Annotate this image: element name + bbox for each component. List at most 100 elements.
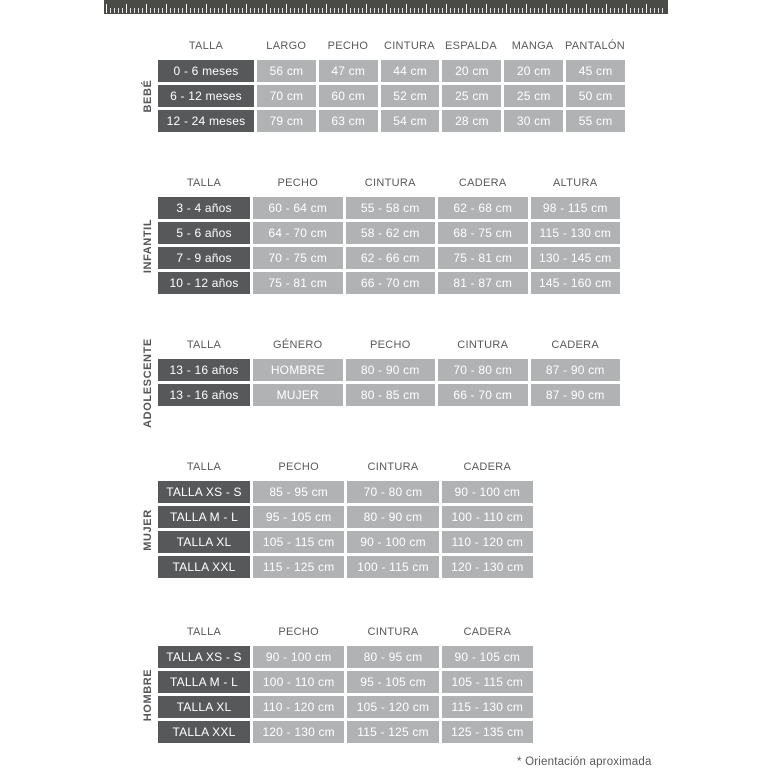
measurement-cell: 28 cm xyxy=(442,110,502,132)
column-header-cadera: CADERA xyxy=(463,461,512,473)
measurement-cell: 20 cm xyxy=(504,60,564,82)
measurement-cell: 64 - 70 cm xyxy=(253,222,343,244)
row-label-cell: 10 - 12 años xyxy=(158,272,250,294)
column-header-genero: GÉNERO xyxy=(273,339,323,351)
measurement-cell: 115 - 125 cm xyxy=(253,556,345,578)
measurement-cell: 70 - 80 cm xyxy=(347,481,439,503)
measurement-cell: 110 - 120 cm xyxy=(441,531,533,553)
footnote: * Orientación aproximada xyxy=(517,756,652,768)
group-label-bebe: BEBÉ xyxy=(142,79,154,113)
column-header-cintura: CINTURA xyxy=(367,626,419,638)
column-header-cadera: CADERA xyxy=(458,177,507,189)
column-header-talla: TALLA xyxy=(186,339,222,351)
measurement-cell: 70 - 80 cm xyxy=(438,359,528,381)
measurement-cell: 45 cm xyxy=(566,60,625,82)
table-header-row: TALLA PECHO CINTURA CADERA xyxy=(158,458,533,476)
measurement-cell: 115 - 130 cm xyxy=(530,222,620,244)
measurement-cell: 90 - 100 cm xyxy=(347,531,439,553)
column-header-altura: ALTURA xyxy=(553,177,598,189)
row-label-cell: TALLA XS - S xyxy=(158,646,250,668)
column-header-talla: TALLA xyxy=(186,177,222,189)
measurement-cell: 87 - 90 cm xyxy=(530,359,620,381)
measurement-cell: 30 cm xyxy=(504,110,564,132)
measurement-cell: 70 - 75 cm xyxy=(253,247,343,269)
measurement-cell: 90 - 100 cm xyxy=(441,481,533,503)
measurement-cell: 80 - 90 cm xyxy=(347,506,439,528)
column-header-pecho: PECHO xyxy=(278,626,319,638)
column-header-manga: MANGA xyxy=(511,40,554,52)
measurement-cell: 50 cm xyxy=(566,85,625,107)
measurement-cell: 80 - 90 cm xyxy=(345,359,435,381)
measurement-cell: 55 - 58 cm xyxy=(345,197,435,219)
measurement-cell: 105 - 115 cm xyxy=(253,531,345,553)
row-label-cell: TALLA XXL xyxy=(158,721,250,743)
measurement-cell: 85 - 95 cm xyxy=(253,481,345,503)
measurement-cell: 20 cm xyxy=(442,60,502,82)
column-header-largo: LARGO xyxy=(266,40,307,52)
row-label-cell: 13 - 16 años xyxy=(158,384,250,406)
table-body: 13 - 16 años HOMBRE 80 - 90 cm 70 - 80 cm 87… xyxy=(158,359,620,406)
row-label-cell: TALLA M - L xyxy=(158,671,250,693)
measurement-cell: 100 - 110 cm xyxy=(253,671,345,693)
measuring-tape-ruler-icon xyxy=(104,0,668,14)
column-header-pecho: PECHO xyxy=(369,339,411,351)
table-body: TALLA XS - S 85 - 95 cm 70 - 80 cm 90 - 100… xyxy=(158,481,533,578)
column-header-pecho: PECHO xyxy=(327,40,369,52)
measurement-cell: 62 - 68 cm xyxy=(438,197,528,219)
measurement-cell: 130 - 145 cm xyxy=(530,247,620,269)
group-label-infantil: INFANTIL xyxy=(142,218,154,273)
table-body: 0 - 6 meses 56 cm 47 cm 44 cm 20 cm 20 cm 45 c… xyxy=(158,60,625,132)
column-header-talla: TALLA xyxy=(186,461,222,473)
measurement-cell: 110 - 120 cm xyxy=(253,696,345,718)
measurement-cell: 105 - 115 cm xyxy=(441,671,533,693)
column-header-pecho: PECHO xyxy=(277,177,319,189)
measurement-cell: 80 - 85 cm xyxy=(345,384,435,406)
column-header-pantalon: PANTALÓN xyxy=(564,40,625,52)
measurement-cell: 54 cm xyxy=(380,110,440,132)
measurement-cell: 25 cm xyxy=(442,85,502,107)
measurement-cell: 66 - 70 cm xyxy=(438,384,528,406)
measurement-cell: 60 - 64 cm xyxy=(253,197,343,219)
measurement-cell: 95 - 105 cm xyxy=(347,671,439,693)
column-header-espalda: ESPALDA xyxy=(445,40,498,52)
measurement-cell: 120 - 130 cm xyxy=(441,556,533,578)
measurement-cell: HOMBRE xyxy=(253,359,343,381)
column-header-pecho: PECHO xyxy=(278,461,319,473)
measurement-cell: 75 - 81 cm xyxy=(253,272,343,294)
size-table-adolescente: ADOLESCENTE TALLA GÉNERO PECHO CINTURA CADERA… xyxy=(142,336,620,427)
size-table-bebe: BEBÉ TALLA LARGO PECHO CINTURA ESPALDA MANGA PA… xyxy=(142,37,625,132)
measurement-cell: 68 - 75 cm xyxy=(438,222,528,244)
table-header-row: TALLA PECHO CINTURA CADERA ALTURA xyxy=(158,174,620,192)
measurement-cell: 58 - 62 cm xyxy=(345,222,435,244)
column-header-cadera: CADERA xyxy=(463,626,512,638)
column-header-cintura: CINTURA xyxy=(457,339,509,351)
measurement-cell: 62 - 66 cm xyxy=(345,247,435,269)
measurement-cell: MUJER xyxy=(253,384,343,406)
column-header-talla: TALLA xyxy=(188,40,224,52)
column-header-cadera: CADERA xyxy=(551,339,600,351)
column-header-talla: TALLA xyxy=(186,626,222,638)
table-body: 3 - 4 años 60 - 64 cm 55 - 58 cm 62 - 68 cm… xyxy=(158,197,620,294)
measurement-cell: 95 - 105 cm xyxy=(253,506,345,528)
measurement-cell: 90 - 100 cm xyxy=(253,646,345,668)
row-label-cell: TALLA XL xyxy=(158,531,250,553)
measurement-cell: 70 cm xyxy=(257,85,316,107)
measurement-cell: 81 - 87 cm xyxy=(438,272,528,294)
measurement-cell: 25 cm xyxy=(504,85,564,107)
size-table-mujer: MUJER TALLA PECHO CINTURA CADERA TALLA XS - S… xyxy=(142,458,533,578)
row-label-cell: 3 - 4 años xyxy=(158,197,250,219)
measurement-cell: 115 - 125 cm xyxy=(347,721,439,743)
measurement-cell: 120 - 130 cm xyxy=(253,721,345,743)
table-body: TALLA XS - S 90 - 100 cm 80 - 95 cm 90 - 10… xyxy=(158,646,533,743)
row-label-cell: 6 - 12 meses xyxy=(158,85,254,107)
measurement-cell: 90 - 105 cm xyxy=(441,646,533,668)
column-header-cintura: CINTURA xyxy=(383,40,435,52)
measurement-cell: 98 - 115 cm xyxy=(530,197,620,219)
row-label-cell: TALLA XXL xyxy=(158,556,250,578)
measurement-cell: 100 - 115 cm xyxy=(347,556,439,578)
measurement-cell: 47 cm xyxy=(318,60,378,82)
row-label-cell: TALLA XS - S xyxy=(158,481,250,503)
table-header-row: TALLA LARGO PECHO CINTURA ESPALDA MANGA PANTAL… xyxy=(158,37,625,55)
measurement-cell: 87 - 90 cm xyxy=(530,384,620,406)
measurement-cell: 52 cm xyxy=(380,85,440,107)
